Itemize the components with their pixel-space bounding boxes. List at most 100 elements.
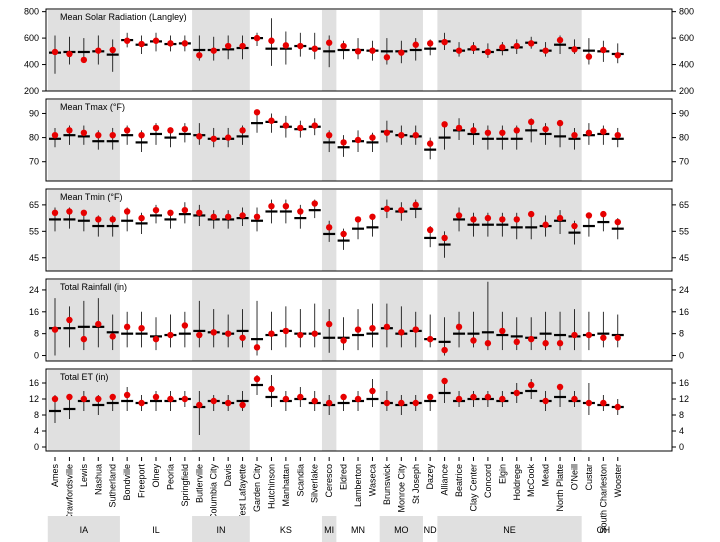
- observed-point: [282, 42, 290, 49]
- site-label: Butlerville: [194, 464, 204, 503]
- observed-point: [325, 39, 333, 46]
- panel-title: Total ET (in): [60, 372, 108, 382]
- observed-point: [542, 47, 549, 54]
- observed-point: [268, 385, 275, 393]
- observed-point: [152, 124, 160, 132]
- observed-point: [527, 210, 535, 218]
- site-label: Elgin: [497, 464, 507, 484]
- observed-point: [239, 42, 246, 50]
- state-label: KS: [280, 525, 292, 535]
- site-label: Lewis: [79, 464, 89, 488]
- observed-point: [513, 338, 520, 346]
- observed-point: [513, 42, 520, 50]
- y-tick-label-left: 0: [34, 442, 39, 452]
- observed-point: [138, 399, 145, 407]
- observed-point: [210, 213, 217, 220]
- observed-point: [383, 54, 391, 61]
- y-tick-label-right: 16: [679, 307, 689, 317]
- observed-point: [66, 50, 73, 58]
- y-tick-label-right: 0: [679, 442, 684, 452]
- state-band-IN: [192, 280, 250, 361]
- observed-point: [542, 397, 549, 405]
- observed-point: [470, 127, 477, 134]
- panel-title: Mean Tmin (°F): [60, 192, 122, 202]
- observed-point: [527, 118, 535, 126]
- site-label: West Lafayette: [238, 464, 248, 524]
- observed-point: [455, 124, 463, 132]
- observed-point: [224, 330, 232, 337]
- site-label: Sutherland: [108, 464, 118, 508]
- y-tick-label-right: 70: [679, 157, 689, 167]
- observed-point: [224, 134, 232, 141]
- y-tick-label-right: 8: [679, 329, 684, 339]
- site-label: Wooster: [613, 464, 623, 497]
- observed-point: [297, 208, 304, 215]
- observed-point: [614, 218, 621, 226]
- observed-point: [268, 202, 275, 210]
- panel-3: 45 45 55 55 65 65 Mean Tmin (°F): [29, 188, 689, 272]
- observed-point: [51, 326, 59, 333]
- site-label: Garden City: [252, 464, 262, 513]
- observed-point: [152, 335, 160, 343]
- observed-point: [556, 383, 564, 391]
- observed-point: [542, 340, 549, 347]
- panel-2: 70 70 80 80 90 90 Mean Tmax (°F): [29, 98, 689, 182]
- state-band-NE: [437, 370, 582, 451]
- observed-point: [383, 129, 391, 136]
- site-label: Freeport: [137, 464, 147, 499]
- observed-point: [614, 334, 621, 341]
- site-label: Hutchinson: [266, 464, 276, 509]
- y-tick-label-right: 45: [679, 253, 689, 263]
- observed-point: [95, 216, 102, 223]
- state-label: IA: [80, 525, 89, 535]
- y-tick-label-left: 16: [29, 307, 39, 317]
- observed-point: [109, 333, 116, 340]
- observed-point: [51, 209, 59, 217]
- y-tick-label-right: 55: [679, 226, 689, 236]
- observed-point: [325, 399, 333, 407]
- observed-point: [95, 47, 102, 54]
- observed-point: [571, 222, 578, 230]
- observed-point: [109, 46, 116, 54]
- state-band-bottom-MO: [379, 516, 423, 542]
- site-label: Concord: [483, 464, 493, 498]
- observed-point: [224, 42, 232, 50]
- site-label: Lamberton: [353, 464, 363, 507]
- observed-point: [210, 329, 217, 336]
- observed-point: [383, 205, 391, 213]
- observed-point: [224, 213, 232, 220]
- observed-point: [585, 331, 593, 339]
- observed-point: [95, 395, 102, 403]
- observed-point: [196, 133, 203, 140]
- observed-point: [297, 42, 304, 50]
- y-tick-label-left: 24: [29, 285, 39, 295]
- observed-point: [123, 323, 131, 331]
- observed-point: [325, 224, 333, 231]
- observed-point: [354, 216, 362, 223]
- observed-point: [66, 127, 73, 134]
- observed-point: [585, 129, 593, 136]
- site-label: Crawfordsville: [64, 464, 74, 521]
- state-band-IN: [192, 190, 250, 271]
- observed-point: [369, 387, 376, 395]
- observed-point: [325, 320, 333, 328]
- site-label: Springfield: [180, 464, 190, 507]
- site-label: North Platte: [555, 464, 565, 512]
- observed-point: [484, 214, 492, 222]
- site-label: Nashua: [93, 464, 103, 495]
- y-tick-label-right: 600: [679, 33, 694, 43]
- observed-point: [556, 340, 564, 347]
- y-tick-label-left: 600: [24, 33, 39, 43]
- site-label: O'Neill: [569, 464, 579, 490]
- observed-point: [470, 44, 477, 52]
- observed-point: [282, 202, 290, 210]
- observed-point: [600, 128, 607, 135]
- observed-point: [614, 52, 621, 59]
- site-label: Silverlake: [310, 464, 320, 503]
- observed-point: [196, 52, 203, 59]
- observed-point: [80, 129, 88, 136]
- observed-point: [311, 200, 318, 207]
- observed-point: [196, 401, 203, 409]
- observed-point: [253, 34, 261, 42]
- observed-point: [51, 48, 59, 56]
